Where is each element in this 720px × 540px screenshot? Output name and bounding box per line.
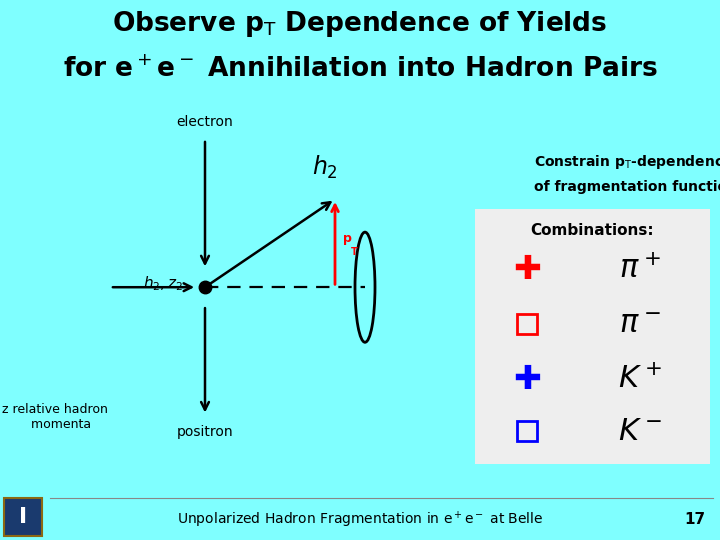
Text: $K^-$: $K^-$ [618,417,662,446]
Bar [4,497,42,536]
Text: T: T [351,247,358,257]
Bar [517,314,537,334]
Bar [475,209,710,464]
Text: ✚: ✚ [513,253,541,286]
Text: Unpolarized Hadron Fragmentation in e$^+$e$^-$ at Belle: Unpolarized Hadron Fragmentation in e$^+… [176,510,544,530]
Text: $K^+$: $K^+$ [618,364,662,394]
Text: 17: 17 [685,512,706,527]
Text: electron: electron [176,115,233,129]
Text: z relative hadron
   momenta: z relative hadron momenta [2,403,108,431]
Text: ✚: ✚ [513,363,541,396]
Text: for e$^+$e$^-$ Annihilation into Hadron Pairs: for e$^+$e$^-$ Annihilation into Hadron … [63,57,657,83]
Text: Observe p$_\mathsf{T}$ Dependence of Yields: Observe p$_\mathsf{T}$ Dependence of Yie… [112,9,608,39]
Text: $h_2$: $h_2$ [312,154,338,181]
Text: of fragmentation functions: of fragmentation functions [534,180,720,194]
Text: I: I [19,507,27,526]
Text: positron: positron [176,426,233,440]
Text: $\pi^-$: $\pi^-$ [619,310,661,339]
Text: $h_2, z_2$: $h_2, z_2$ [143,274,183,293]
Text: Combinations:: Combinations: [531,223,654,238]
Text: $\pi^+$: $\pi^+$ [619,254,661,284]
Text: p: p [343,232,352,245]
Text: Constrain p$_\mathsf{T}$-dependence: Constrain p$_\mathsf{T}$-dependence [534,153,720,171]
Bar [517,421,537,441]
